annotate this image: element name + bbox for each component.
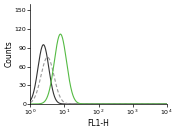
X-axis label: FL1-H: FL1-H — [88, 119, 109, 128]
Y-axis label: Counts: Counts — [4, 41, 13, 67]
